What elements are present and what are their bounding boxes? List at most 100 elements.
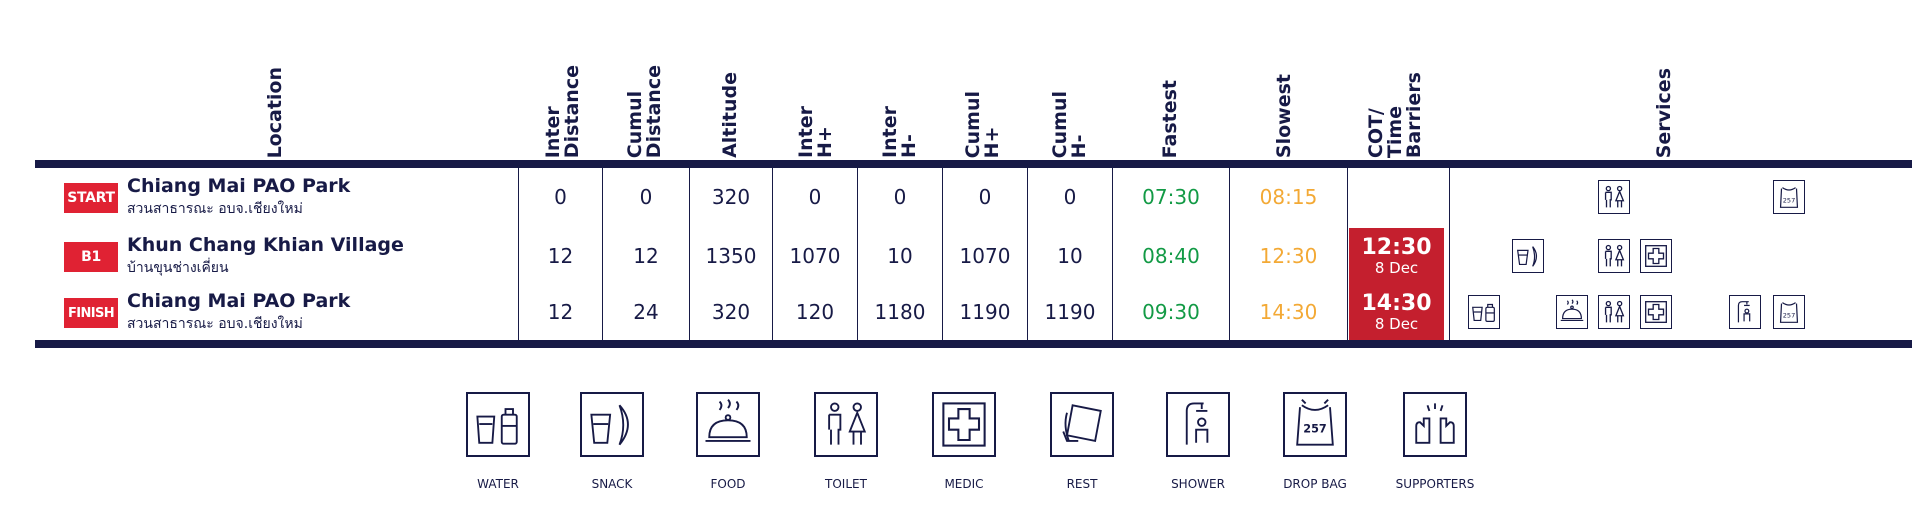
- header-services: Services: [1644, 0, 1684, 158]
- svg-text:257: 257: [1783, 312, 1796, 320]
- header-cumul-hplus-label: Cumul H+: [962, 90, 1003, 158]
- header-cumul-hminus-label: Cumul H-: [1049, 90, 1090, 158]
- legend-label-supporters: SUPPORTERS: [1395, 477, 1475, 491]
- row-badge: FINISH: [64, 298, 118, 328]
- supporters-icon: [1403, 392, 1467, 457]
- food-icon: [1556, 295, 1588, 329]
- header-cot-label: COT/ Time Barriers: [1364, 71, 1425, 158]
- column-divider: [942, 168, 943, 340]
- header-inter-hplus-label: Inter H+: [795, 106, 836, 158]
- cumul-hplus-cell: 1190: [959, 300, 1011, 324]
- toilet-icon: [1598, 295, 1630, 329]
- location-thai-name: สวนสาธารณะ อบจ.เชียงใหม่: [127, 316, 303, 332]
- altitude-cell: 1350: [705, 244, 757, 268]
- slowest-time-cell: 12:30: [1259, 244, 1318, 268]
- cumul-hplus-cell: 0: [978, 185, 992, 209]
- shower-icon: [1166, 392, 1230, 457]
- toilet-icon: [814, 392, 878, 457]
- cut-off-time: 14:30: [1361, 290, 1432, 316]
- food-icon: [696, 392, 760, 457]
- location-name: Khun Chang Khian Village: [127, 234, 404, 256]
- legend-label-snack: SNACK: [591, 477, 633, 491]
- toilet-icon: [1598, 180, 1630, 214]
- header-slowest: Slowest: [1264, 0, 1304, 158]
- cut-off-time-cell: 12:30 8 Dec: [1349, 228, 1444, 284]
- altitude-cell: 320: [711, 185, 751, 209]
- legend-label-food: FOOD: [710, 477, 746, 491]
- legend-label-drop-bag: DROP BAG: [1283, 477, 1347, 491]
- header-inter-hminus-label: Inter H-: [879, 106, 920, 158]
- column-divider: [1112, 168, 1113, 340]
- shower-icon: [1729, 295, 1761, 329]
- cumul-distance-cell: 24: [633, 300, 659, 324]
- inter-hplus-cell: 120: [795, 300, 835, 324]
- snack-icon: [1512, 239, 1544, 273]
- drop-bag-icon: 257: [1283, 392, 1347, 457]
- snack-icon: [580, 392, 644, 457]
- inter-distance-cell: 0: [554, 185, 567, 209]
- header-inter-distance-label: Inter Distance: [542, 64, 583, 158]
- slowest-time-cell: 14:30: [1259, 300, 1318, 324]
- header-location-label: Location: [263, 66, 286, 158]
- header-location: Location: [255, 0, 295, 158]
- legend-label-shower: SHOWER: [1171, 477, 1225, 491]
- column-divider: [602, 168, 603, 340]
- column-divider: [857, 168, 858, 340]
- legend-label-medic: MEDIC: [944, 477, 984, 491]
- inter-distance-cell: 12: [547, 300, 574, 324]
- cumul-hminus-cell: 1190: [1044, 300, 1096, 324]
- header-cumul-hplus: Cumul H+: [958, 0, 1008, 158]
- header-fastest: Fastest: [1150, 0, 1190, 158]
- location-name: Chiang Mai PAO Park: [127, 290, 351, 312]
- header-inter-hplus: Inter H+: [791, 0, 841, 158]
- table-row: FINISH Chiang Mai PAO Park สวนสาธารณะ อบ…: [0, 284, 1920, 340]
- legend-label-water: WATER: [477, 477, 519, 491]
- header-inter-hminus: Inter H-: [875, 0, 925, 158]
- column-divider: [772, 168, 773, 340]
- fastest-time-cell: 08:40: [1142, 244, 1200, 268]
- column-divider: [1449, 168, 1450, 340]
- legend-label-rest: REST: [1066, 477, 1098, 491]
- legend-label-toilet: TOILET: [825, 477, 867, 491]
- fastest-time-cell: 07:30: [1142, 185, 1200, 209]
- column-divider: [1027, 168, 1028, 340]
- header-cumul-distance-label: Cumul Distance: [624, 64, 665, 158]
- cumul-distance-cell: 0: [639, 185, 653, 209]
- header-fastest-label: Fastest: [1158, 79, 1181, 158]
- cut-off-time: 12:30: [1361, 234, 1432, 260]
- header-altitude: Altitude: [710, 0, 750, 158]
- inter-distance-cell: 12: [547, 244, 574, 268]
- medic-icon: [932, 392, 996, 457]
- cumul-hminus-cell: 0: [1063, 185, 1077, 209]
- medic-icon: [1640, 239, 1672, 273]
- inter-hplus-cell: 1070: [789, 244, 841, 268]
- cut-off-time-cell: 14:30 8 Dec: [1349, 284, 1444, 340]
- cut-off-date: 8 Dec: [1374, 314, 1419, 333]
- table-row: START Chiang Mai PAO Park สวนสาธารณะ อบจ…: [0, 169, 1920, 225]
- header-cot: COT/ Time Barriers: [1355, 0, 1435, 158]
- column-divider: [1229, 168, 1230, 340]
- location-name: Chiang Mai PAO Park: [127, 175, 351, 197]
- inter-hplus-cell: 0: [808, 185, 822, 209]
- fastest-time-cell: 09:30: [1142, 300, 1200, 324]
- location-thai-name: สวนสาธารณะ อบจ.เชียงใหม่: [127, 201, 303, 217]
- inter-hminus-cell: 10: [887, 244, 913, 268]
- toilet-icon: [1598, 239, 1630, 273]
- slowest-time-cell: 08:15: [1259, 185, 1318, 209]
- inter-hminus-cell: 1180: [874, 300, 926, 324]
- column-divider: [689, 168, 690, 340]
- altitude-cell: 320: [711, 300, 751, 324]
- cumul-hminus-cell: 10: [1057, 244, 1083, 268]
- medic-icon: [1640, 295, 1672, 329]
- table-bottom-rule: [35, 340, 1912, 348]
- header-inter-distance: Inter Distance: [538, 0, 588, 158]
- header-cumul-hminus: Cumul H-: [1045, 0, 1095, 158]
- row-badge: B1: [64, 242, 118, 272]
- svg-text:257: 257: [1303, 422, 1326, 435]
- cut-off-date: 8 Dec: [1374, 258, 1419, 277]
- table-top-rule: [35, 160, 1912, 168]
- drop-bag-icon: 257: [1773, 180, 1805, 214]
- rest-icon: [1050, 392, 1114, 457]
- drop-bag-icon: 257: [1773, 295, 1805, 329]
- header-slowest-label: Slowest: [1272, 73, 1295, 158]
